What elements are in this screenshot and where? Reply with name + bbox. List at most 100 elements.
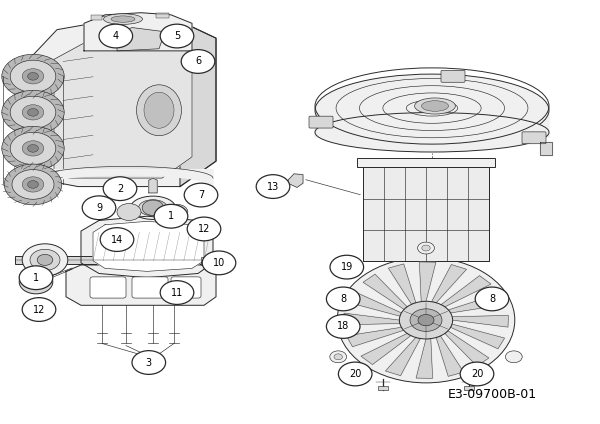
Circle shape — [418, 315, 434, 326]
Text: 3: 3 — [146, 357, 152, 368]
Circle shape — [19, 270, 53, 294]
Circle shape — [400, 301, 452, 339]
Text: 19: 19 — [341, 262, 353, 272]
Circle shape — [181, 50, 215, 73]
Polygon shape — [315, 82, 549, 137]
Polygon shape — [81, 216, 213, 278]
FancyBboxPatch shape — [441, 70, 465, 82]
Circle shape — [12, 170, 54, 199]
Ellipse shape — [137, 85, 182, 136]
Circle shape — [326, 287, 360, 311]
Circle shape — [2, 90, 64, 134]
Text: 8: 8 — [489, 294, 495, 304]
Ellipse shape — [103, 14, 143, 25]
Polygon shape — [84, 13, 192, 51]
Polygon shape — [419, 262, 436, 301]
Circle shape — [154, 204, 188, 228]
Circle shape — [10, 96, 56, 128]
FancyBboxPatch shape — [91, 15, 102, 20]
Text: 12: 12 — [198, 224, 210, 234]
Circle shape — [22, 141, 44, 156]
Polygon shape — [346, 327, 404, 347]
FancyBboxPatch shape — [464, 386, 474, 390]
Circle shape — [28, 145, 38, 152]
Circle shape — [338, 362, 372, 386]
Ellipse shape — [315, 113, 549, 152]
Circle shape — [460, 362, 494, 386]
Circle shape — [28, 181, 38, 188]
FancyBboxPatch shape — [90, 277, 126, 298]
Circle shape — [166, 204, 188, 220]
Text: 6: 6 — [195, 56, 201, 67]
Polygon shape — [149, 178, 157, 193]
Polygon shape — [451, 324, 505, 349]
Ellipse shape — [144, 92, 174, 128]
Circle shape — [160, 281, 194, 304]
Text: 20: 20 — [349, 369, 361, 379]
Polygon shape — [452, 315, 508, 327]
Circle shape — [22, 244, 68, 276]
Text: 8: 8 — [340, 294, 346, 304]
Polygon shape — [54, 38, 192, 178]
Circle shape — [30, 249, 60, 271]
Circle shape — [202, 251, 236, 275]
Polygon shape — [436, 336, 464, 377]
Polygon shape — [431, 265, 467, 303]
Polygon shape — [445, 331, 489, 366]
Polygon shape — [448, 293, 506, 313]
Circle shape — [19, 266, 53, 290]
Text: 4: 4 — [113, 31, 119, 41]
Circle shape — [2, 54, 64, 98]
Text: 10: 10 — [213, 258, 225, 268]
Circle shape — [10, 60, 56, 92]
Polygon shape — [344, 313, 400, 325]
Text: 1: 1 — [33, 273, 39, 283]
Polygon shape — [347, 291, 401, 316]
Text: 20: 20 — [471, 369, 483, 379]
FancyBboxPatch shape — [132, 277, 168, 298]
Circle shape — [418, 242, 434, 254]
Text: 7: 7 — [198, 190, 204, 200]
Circle shape — [28, 73, 38, 80]
FancyBboxPatch shape — [156, 13, 169, 18]
Circle shape — [103, 177, 137, 201]
Circle shape — [337, 257, 515, 383]
Circle shape — [187, 217, 221, 241]
FancyBboxPatch shape — [357, 158, 495, 167]
Circle shape — [28, 109, 38, 116]
Circle shape — [160, 24, 194, 48]
Ellipse shape — [131, 196, 176, 220]
Text: 9: 9 — [96, 203, 102, 213]
Ellipse shape — [111, 16, 135, 22]
Circle shape — [117, 204, 141, 220]
Ellipse shape — [139, 200, 167, 216]
Text: 1: 1 — [168, 211, 174, 221]
FancyBboxPatch shape — [201, 257, 219, 265]
Text: E3-09700B-01: E3-09700B-01 — [448, 388, 536, 401]
Circle shape — [256, 175, 290, 198]
Circle shape — [22, 177, 44, 192]
Circle shape — [22, 69, 44, 84]
FancyBboxPatch shape — [15, 256, 201, 264]
Circle shape — [422, 245, 430, 251]
Text: 2: 2 — [117, 184, 123, 194]
Polygon shape — [388, 264, 416, 304]
Polygon shape — [385, 338, 421, 376]
Polygon shape — [33, 21, 216, 187]
Circle shape — [475, 287, 509, 311]
Circle shape — [330, 255, 364, 279]
Polygon shape — [93, 221, 204, 271]
Text: 5: 5 — [174, 31, 180, 41]
Polygon shape — [363, 274, 407, 310]
Circle shape — [99, 24, 133, 48]
Circle shape — [10, 132, 56, 165]
FancyBboxPatch shape — [363, 167, 489, 261]
Text: 13: 13 — [267, 181, 279, 192]
Circle shape — [142, 200, 164, 215]
Polygon shape — [441, 276, 491, 307]
FancyBboxPatch shape — [378, 386, 388, 390]
Circle shape — [37, 254, 53, 265]
Text: 14: 14 — [111, 234, 123, 245]
Text: 11: 11 — [171, 287, 183, 298]
Polygon shape — [288, 174, 303, 187]
